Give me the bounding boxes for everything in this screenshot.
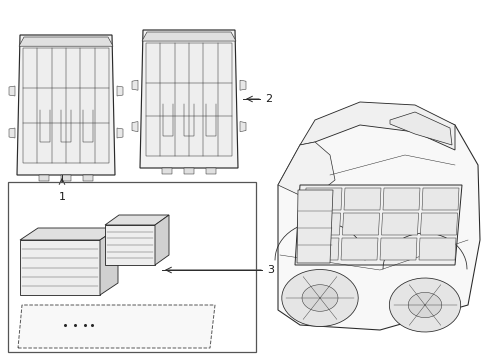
Polygon shape bbox=[305, 188, 342, 210]
Polygon shape bbox=[343, 213, 379, 235]
Polygon shape bbox=[83, 175, 93, 181]
Polygon shape bbox=[278, 142, 335, 200]
Polygon shape bbox=[302, 238, 339, 260]
Polygon shape bbox=[132, 80, 138, 90]
Polygon shape bbox=[300, 102, 455, 150]
Polygon shape bbox=[140, 30, 238, 168]
Polygon shape bbox=[9, 128, 15, 138]
Polygon shape bbox=[162, 168, 172, 174]
Polygon shape bbox=[20, 240, 100, 295]
Text: 3: 3 bbox=[267, 265, 274, 275]
Polygon shape bbox=[380, 238, 417, 260]
Polygon shape bbox=[390, 112, 452, 145]
Bar bbox=[8, 182, 256, 352]
Polygon shape bbox=[206, 168, 216, 174]
Polygon shape bbox=[23, 48, 109, 163]
Polygon shape bbox=[297, 190, 333, 263]
Polygon shape bbox=[17, 35, 115, 175]
Polygon shape bbox=[9, 86, 15, 96]
Polygon shape bbox=[184, 168, 194, 174]
Text: 2: 2 bbox=[265, 94, 272, 104]
Polygon shape bbox=[383, 188, 420, 210]
Polygon shape bbox=[302, 285, 338, 311]
Polygon shape bbox=[344, 188, 381, 210]
Polygon shape bbox=[19, 37, 113, 46]
Polygon shape bbox=[146, 43, 232, 156]
Polygon shape bbox=[142, 32, 236, 41]
Polygon shape bbox=[240, 80, 246, 90]
Polygon shape bbox=[105, 215, 169, 225]
Polygon shape bbox=[18, 305, 215, 348]
Polygon shape bbox=[132, 122, 138, 132]
Polygon shape bbox=[105, 225, 155, 265]
Polygon shape bbox=[100, 228, 118, 295]
Polygon shape bbox=[282, 270, 358, 327]
Polygon shape bbox=[303, 213, 341, 235]
Polygon shape bbox=[61, 175, 71, 181]
Polygon shape bbox=[341, 238, 378, 260]
Polygon shape bbox=[390, 278, 461, 332]
Polygon shape bbox=[117, 128, 123, 138]
Polygon shape bbox=[117, 86, 123, 96]
Polygon shape bbox=[382, 213, 418, 235]
Polygon shape bbox=[39, 175, 49, 181]
Polygon shape bbox=[278, 105, 480, 330]
Polygon shape bbox=[155, 215, 169, 265]
Polygon shape bbox=[295, 185, 462, 265]
Polygon shape bbox=[419, 238, 456, 260]
Polygon shape bbox=[422, 188, 459, 210]
Polygon shape bbox=[420, 213, 458, 235]
Polygon shape bbox=[20, 228, 118, 240]
Polygon shape bbox=[408, 292, 442, 318]
Text: 1: 1 bbox=[58, 192, 66, 202]
Polygon shape bbox=[240, 122, 246, 132]
